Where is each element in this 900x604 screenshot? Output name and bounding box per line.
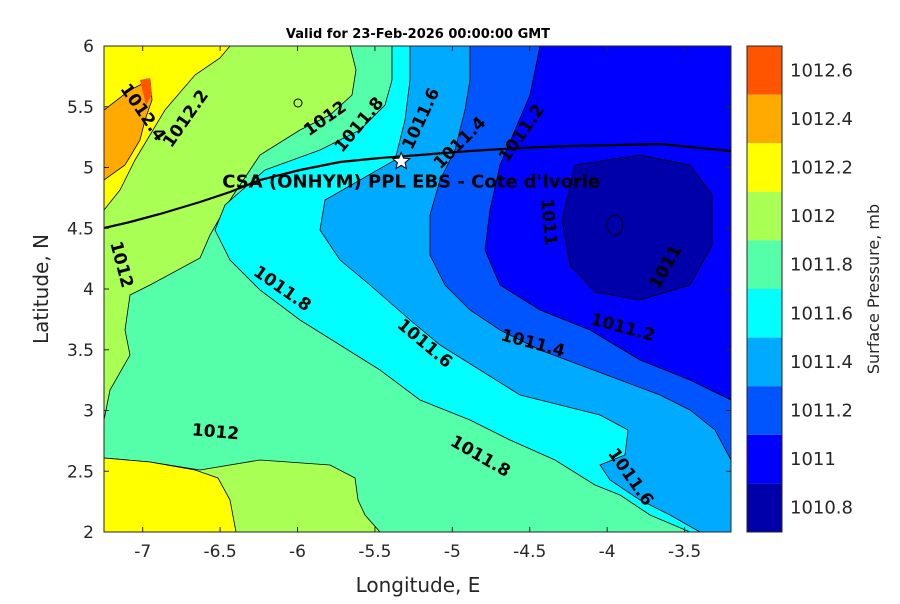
x-axis-label: Longitude, E (356, 573, 481, 597)
x-tick-label: -4 (599, 542, 616, 562)
colorbar-segment (747, 386, 782, 435)
coastline (104, 142, 731, 230)
colorbar-segment (747, 289, 782, 338)
x-tick-label: -7 (134, 542, 151, 562)
y-tick-label: 3 (83, 402, 94, 422)
high-center (293, 98, 303, 108)
site-marker-group: CSA (ONHYM) PPL EBS - Cote d'Ivorie (222, 151, 600, 192)
colorbar-tick-label: 1011.2 (790, 401, 853, 422)
colorbar-segment (747, 434, 782, 484)
contour-label: 1011 (536, 198, 560, 247)
band-1010.8 (561, 154, 713, 301)
colorbar-tick-label: 1011.4 (790, 352, 853, 373)
contour-fill (104, 46, 731, 532)
band-1012.6 (140, 78, 152, 105)
colorbar-segment (747, 46, 782, 95)
y-tick-label: 4.5 (67, 219, 94, 239)
colorbar-frame (746, 45, 783, 533)
colorbar-tick-label: 1012.6 (790, 60, 853, 81)
x-tick-label: -4.5 (513, 542, 546, 562)
y-tick-label: 5 (83, 159, 94, 179)
y-axis-label: Latitude, N (29, 234, 53, 344)
x-tick-label: -3.5 (668, 542, 701, 562)
x-tick-label: -6.5 (204, 542, 237, 562)
y-tick-label: 2.5 (67, 462, 94, 482)
figure-title: Valid for 23-Feb-2026 00:00:00 GMT (286, 27, 550, 42)
y-tick-label: 6 (83, 37, 94, 57)
y-tick-label: 3.5 (67, 341, 94, 361)
colorbar-segment (747, 483, 782, 532)
colorbar-title: Surface Pressure, mb (864, 204, 883, 374)
contour-label: 1012 (191, 420, 240, 444)
colorbar-segment (747, 94, 782, 144)
colorbar-segment (747, 191, 782, 241)
low-center (606, 214, 624, 236)
colorbar-segment (747, 143, 782, 192)
band-1012.2-south (104, 457, 237, 532)
y-axis-ticks: 2 2.5 3 3.5 4 4.5 5 5.5 6 (67, 37, 731, 543)
y-tick-label: 4 (83, 280, 94, 300)
x-tick-label: -5.5 (358, 542, 391, 562)
y-tick-label: 5.5 (67, 98, 94, 118)
colorbar-tick-label: 1012 (790, 206, 836, 227)
x-axis-ticks: -7 -6.5 -6 -5.5 -5 -4.5 -4 -3.5 (134, 46, 701, 562)
colorbar-tick-label: 1011.6 (790, 303, 853, 324)
colorbar-tick-label: 1012.2 (790, 158, 853, 179)
site-label: CSA (ONHYM) PPL EBS - Cote d'Ivorie (222, 171, 600, 192)
colorbar-tick-label: 1011.8 (790, 255, 853, 276)
x-tick-label: -6 (289, 542, 306, 562)
site-star-icon (391, 151, 412, 170)
colorbar-tick-label: 1012.4 (790, 109, 853, 130)
band-1012 (104, 46, 357, 421)
y-tick-label: 2 (83, 523, 94, 543)
colorbar-tick-label: 1010.8 (790, 498, 853, 519)
colorbar: 1012.6 1012.4 1012.2 1012 1011.8 1011.6 1011.4… (746, 45, 853, 533)
x-tick-label: -5 (444, 542, 461, 562)
colorbar-segment (747, 240, 782, 289)
colorbar-tick-label: 1011 (790, 449, 836, 470)
colorbar-segment (747, 337, 782, 387)
band-1012.4 (104, 79, 153, 181)
